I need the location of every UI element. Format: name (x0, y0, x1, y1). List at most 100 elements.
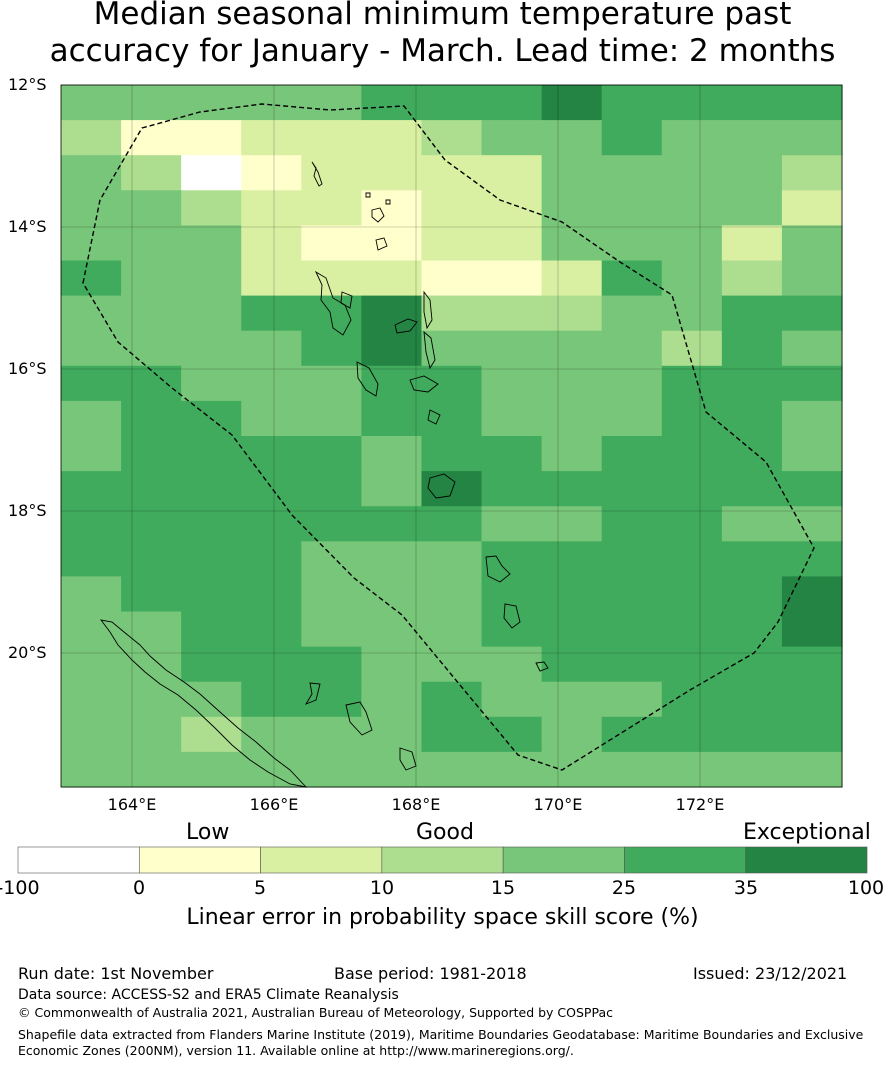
grid-cell (541, 681, 603, 718)
grid-cell (241, 716, 302, 753)
grid-cell (181, 155, 242, 191)
grid-cell (541, 506, 603, 542)
grid-cell (421, 260, 483, 297)
grid-cell (601, 576, 663, 613)
grid-cell (781, 436, 843, 472)
grid-cell (541, 155, 603, 191)
grid-cell (121, 436, 182, 472)
grid-cell (61, 365, 122, 402)
grid-cell (241, 541, 302, 577)
grid-cell (481, 295, 543, 332)
grid-cell (361, 330, 423, 367)
grid-cell (721, 681, 783, 718)
grid-cell (721, 506, 783, 542)
grid-cell (301, 365, 362, 402)
grid-cell (121, 400, 182, 437)
grid-cell (541, 295, 603, 332)
grid-cell (661, 295, 723, 332)
lon-label-172e: 172°E (675, 795, 725, 814)
grid-cell (481, 260, 543, 297)
grid-cell (781, 365, 843, 402)
lat-label-16s: 16°S (8, 359, 47, 378)
colorbar-tick: 0 (132, 877, 146, 899)
grid-cell (601, 400, 663, 437)
lat-label-18s: 18°S (8, 501, 47, 520)
grid-cell (781, 751, 843, 788)
grid-cell (181, 365, 242, 402)
grid-cell (241, 295, 302, 332)
grid-cell (721, 85, 783, 121)
grid-cell (661, 471, 723, 507)
colorbar-label: Linear error in probability space skill … (186, 905, 699, 930)
grid-cell (661, 576, 723, 613)
grid-cell (121, 541, 182, 577)
grid-cell (361, 751, 423, 788)
grid-cell (421, 400, 483, 437)
grid-cell (601, 436, 663, 472)
grid-cell (661, 155, 723, 191)
grid-cell (481, 436, 543, 472)
lon-label-166e: 166°E (249, 795, 299, 814)
grid-cell (721, 646, 783, 683)
grid-cell (781, 400, 843, 437)
grid-cell (121, 471, 182, 507)
maewo-island (423, 290, 433, 330)
grid-cell (481, 330, 543, 367)
grid-cell (361, 155, 423, 191)
grid-cell (481, 751, 543, 788)
grid-cell (661, 541, 723, 577)
legend-category-low: Low (186, 820, 230, 845)
grid-cell (781, 716, 843, 753)
grid-cell (721, 471, 783, 507)
grid-cell (421, 436, 483, 472)
grid-cell (481, 190, 543, 226)
grid-cell (601, 155, 663, 191)
grid-cell (781, 330, 843, 367)
grid-cell (721, 576, 783, 613)
grid-cell (541, 541, 603, 577)
grid-cell (121, 85, 182, 121)
grid-cell (361, 260, 423, 297)
grid-cell (241, 225, 302, 262)
grid-cell (421, 85, 483, 121)
lat-label-14s: 14°S (8, 217, 47, 236)
grid-cell (361, 436, 423, 472)
grid-cell (361, 85, 423, 121)
grid-cell (421, 120, 483, 156)
grid-cell (181, 225, 242, 262)
grid-cell (781, 120, 843, 156)
grid-cell (721, 155, 783, 191)
grid-cell (301, 681, 362, 718)
grid-cell (661, 400, 723, 437)
grid-cell (541, 436, 603, 472)
grid-cell (661, 716, 723, 753)
grid-cell (721, 751, 783, 788)
grid-cell (181, 295, 242, 332)
grid-cell (661, 611, 723, 648)
aneityum-island (535, 661, 549, 672)
grid-cell (541, 120, 603, 156)
grid-cell (121, 506, 182, 542)
grid-cell (541, 330, 603, 367)
grid-cell (481, 120, 543, 156)
grid-cell (421, 751, 483, 788)
map-title: Median seasonal minimum temperature past… (0, 0, 885, 70)
lat-label-20s: 20°S (8, 643, 47, 662)
grid-cell (541, 751, 603, 788)
grid-cell (181, 716, 242, 753)
run-date: Run date: 1st November (18, 964, 214, 983)
title-line-2: accuracy for January - March. Lead time:… (49, 33, 836, 69)
grid-cell (721, 295, 783, 332)
lon-label-164e: 164°E (107, 795, 157, 814)
grid-cell (361, 541, 423, 577)
grid-cell (661, 751, 723, 788)
grid-cell (301, 190, 362, 226)
grid-cell (181, 436, 242, 472)
malekula-island (356, 361, 379, 397)
grid-cell (301, 295, 362, 332)
grid-cell (181, 330, 242, 367)
map-frame (60, 84, 843, 788)
grid-cell (541, 576, 603, 613)
ambae-island (394, 318, 418, 334)
grid-cell (601, 471, 663, 507)
